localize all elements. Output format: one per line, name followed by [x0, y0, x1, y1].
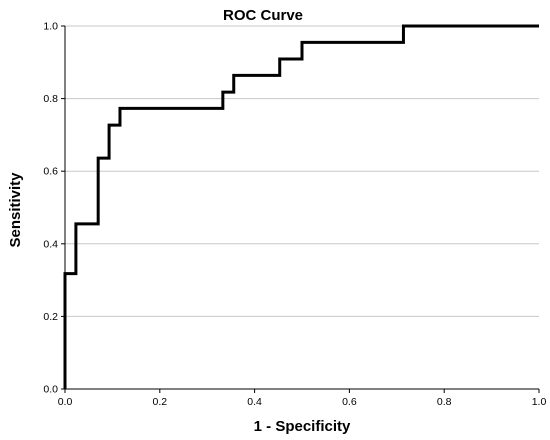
- y-tick-label-4: 0.8: [43, 93, 58, 105]
- axis-ticks: [61, 25, 540, 393]
- y-axis-label: Sensitivity: [7, 172, 24, 248]
- chart-title: ROC Curve: [223, 7, 303, 24]
- plot-frame: [64, 26, 539, 390]
- x-tick-label-5: 1.0: [532, 396, 547, 408]
- series-layer: [63, 24, 539, 389]
- y-tick-label-3: 0.6: [43, 166, 58, 178]
- x-tick-label-1: 0.2: [152, 396, 167, 408]
- y-tick-label-1: 0.2: [43, 311, 58, 323]
- x-tick-label-4: 0.8: [437, 396, 452, 408]
- x-axis-label: 1 - Specificity: [254, 418, 351, 435]
- x-tick-label-0: 0.0: [58, 396, 73, 408]
- roc-curve-line: [63, 24, 539, 389]
- tick-labels: 0.0 0.2 0.4 0.6 0.8 1.0 0.0 0.2 0.4 0.6 0.8 1.0: [43, 21, 546, 409]
- y-tick-label-5: 1.0: [43, 21, 58, 33]
- y-tick-label-0: 0.0: [43, 384, 58, 396]
- y-tick-label-2: 0.4: [43, 238, 58, 250]
- x-tick-label-2: 0.4: [247, 396, 262, 408]
- gridlines: [65, 25, 539, 317]
- x-tick-label-3: 0.6: [342, 396, 357, 408]
